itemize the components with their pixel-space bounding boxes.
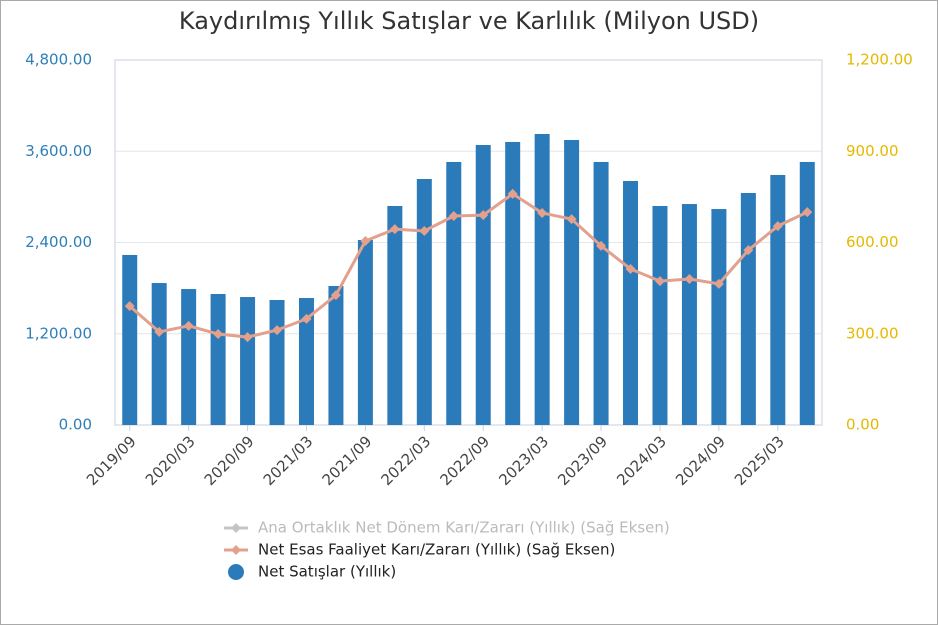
y-tick-label: 4,800.00: [25, 51, 92, 69]
y2-tick-label: 300.00: [846, 324, 899, 342]
legend-marker: [228, 564, 244, 580]
marker: [419, 225, 430, 236]
bar: [652, 206, 668, 425]
bar: [564, 139, 580, 425]
marker: [596, 240, 607, 251]
marker: [507, 188, 518, 199]
y2-tick-label: 600.00: [846, 233, 899, 251]
y-tick-label: 2,400.00: [25, 233, 92, 251]
chart-title: Kaydırılmış Yıllık Satışlar ve Karlılık …: [179, 7, 759, 35]
bar: [475, 145, 491, 425]
marker: [154, 326, 165, 337]
marker: [537, 207, 548, 218]
bar: [151, 283, 167, 425]
bar: [240, 297, 256, 425]
marker: [478, 210, 489, 221]
marker: [654, 276, 665, 287]
marker: [213, 329, 224, 340]
marker: [242, 332, 253, 343]
marker: [566, 214, 577, 225]
y-tick-label: 1,200.00: [25, 324, 92, 342]
bar: [387, 206, 403, 425]
bar: [770, 174, 786, 425]
y2-tick-label: 0.00: [846, 416, 879, 434]
y2-tick-label: 1,200.00: [846, 51, 913, 69]
marker: [743, 245, 754, 256]
bar: [593, 161, 609, 426]
y-tick-label: 0.00: [59, 416, 92, 434]
bar: [210, 293, 226, 425]
marker: [301, 313, 312, 324]
marker: [272, 325, 283, 336]
marker: [330, 290, 341, 301]
bar: [328, 285, 344, 425]
bar: [298, 298, 314, 425]
marker: [389, 224, 400, 235]
legend-label[interactable]: Ana Ortaklık Net Dönem Karı/Zararı (Yıll…: [258, 519, 670, 537]
bar: [181, 289, 197, 425]
marker: [684, 274, 695, 284]
marker: [183, 320, 194, 331]
bar: [534, 133, 550, 426]
bar: [446, 161, 462, 426]
y2-tick-label: 900.00: [846, 142, 899, 160]
legend-label[interactable]: Net Satışlar (Yıllık): [258, 563, 396, 581]
bar: [357, 239, 373, 425]
bar: [740, 192, 756, 425]
bar: [122, 254, 138, 425]
bar: [623, 180, 639, 425]
bar: [799, 161, 815, 426]
marker: [124, 301, 135, 312]
marker: [713, 278, 724, 289]
bar: [505, 141, 521, 426]
line: [128, 192, 808, 339]
marker: [360, 235, 371, 246]
y-tick-label: 3,600.00: [25, 142, 92, 160]
marker: [625, 263, 636, 274]
marker: [802, 207, 813, 218]
legend-marker: [231, 545, 241, 555]
bar: [416, 179, 432, 425]
bar: [711, 209, 727, 425]
bar: [681, 204, 697, 425]
marker: [448, 211, 459, 222]
legend-label[interactable]: Net Esas Faaliyet Karı/Zararı (Yıllık) (…: [258, 541, 615, 559]
bar: [269, 299, 285, 425]
marker: [772, 221, 783, 232]
plot-border: [114, 59, 823, 426]
legend-marker: [231, 523, 241, 533]
